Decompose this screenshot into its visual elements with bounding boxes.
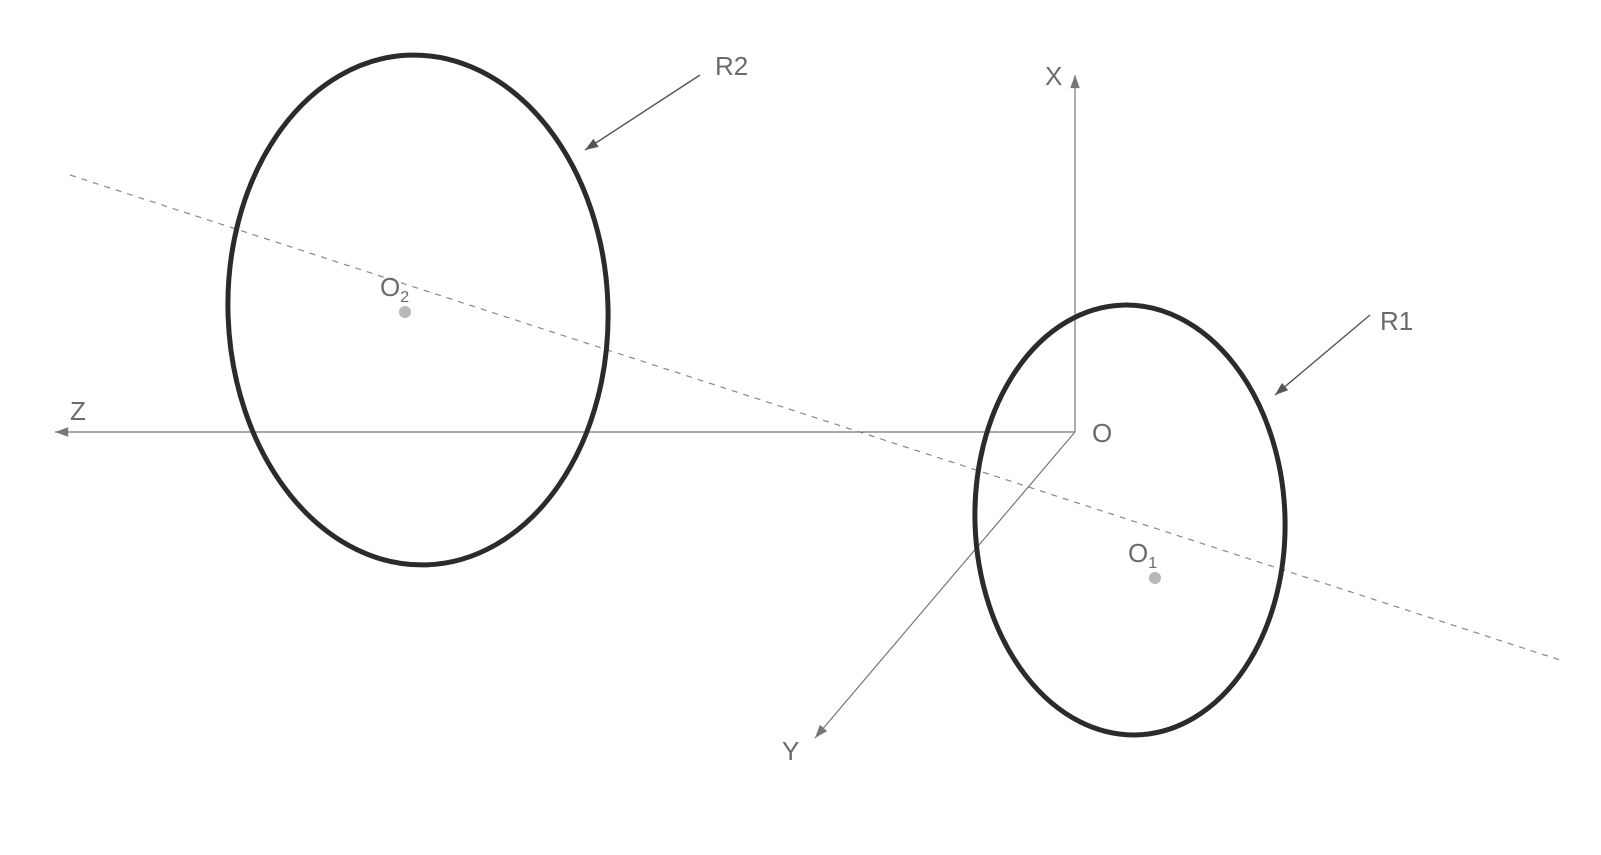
- label-r2: R2: [715, 51, 748, 81]
- r2-leader: [585, 75, 700, 150]
- r1-leader: [1275, 315, 1370, 395]
- label-o1: O1: [1128, 538, 1157, 572]
- point-o1: [1149, 572, 1161, 584]
- label-x: X: [1045, 61, 1062, 91]
- label-o: O: [1092, 418, 1112, 448]
- ellipse-r2: [219, 49, 617, 572]
- oblique-dashed-line: [70, 175, 1560, 660]
- point-o2: [399, 306, 411, 318]
- diagram-canvas: R2 R1 X Y Z O O2 O1: [0, 0, 1601, 855]
- label-o2: O2: [380, 272, 409, 306]
- y-axis: [815, 432, 1075, 738]
- label-y: Y: [782, 736, 799, 766]
- ellipse-r1: [968, 300, 1293, 741]
- label-z: Z: [70, 396, 86, 426]
- label-r1: R1: [1380, 306, 1413, 336]
